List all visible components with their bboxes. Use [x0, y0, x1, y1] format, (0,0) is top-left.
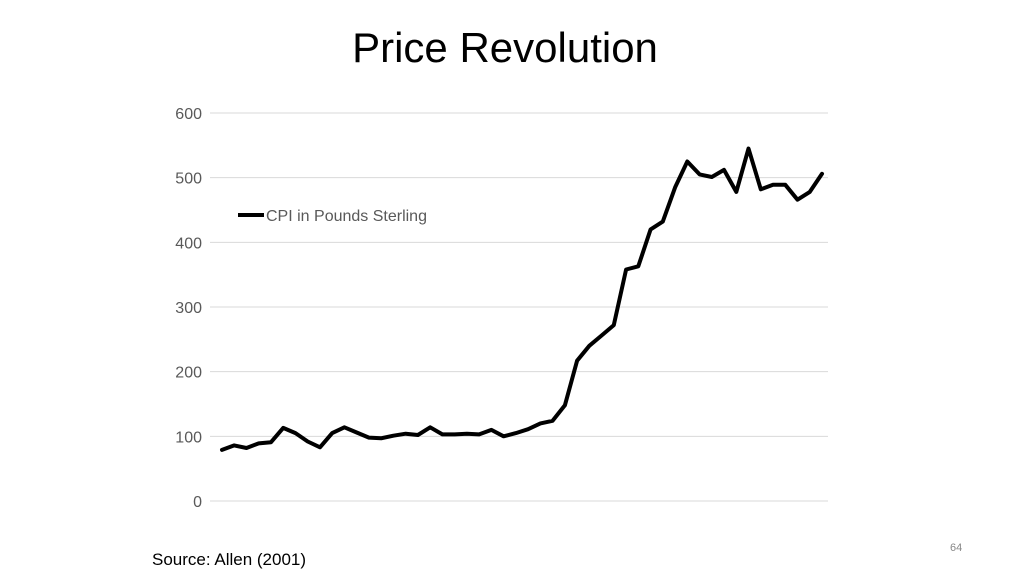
- gridlines: [210, 112, 828, 502]
- slide-title: Price Revolution: [352, 24, 658, 71]
- page-number: 64: [950, 542, 963, 554]
- y-tick-label-400: 400: [175, 235, 202, 252]
- y-axis-tick-labels: 0 100 200 300 400 500 600: [175, 106, 202, 511]
- series-line-cpi: [220, 146, 824, 452]
- y-tick-label-600: 600: [175, 106, 202, 123]
- y-tick-label-300: 300: [175, 300, 202, 317]
- y-tick-label-500: 500: [175, 171, 202, 188]
- y-tick-label-100: 100: [175, 429, 202, 446]
- y-tick-label-0: 0: [193, 494, 202, 511]
- legend-label-cpi: CPI in Pounds Sterling: [266, 208, 427, 225]
- legend: CPI in Pounds Sterling: [238, 208, 427, 225]
- y-tick-label-200: 200: [175, 365, 202, 382]
- series-layer: [220, 146, 824, 452]
- source-citation: Source: Allen (2001): [152, 550, 307, 569]
